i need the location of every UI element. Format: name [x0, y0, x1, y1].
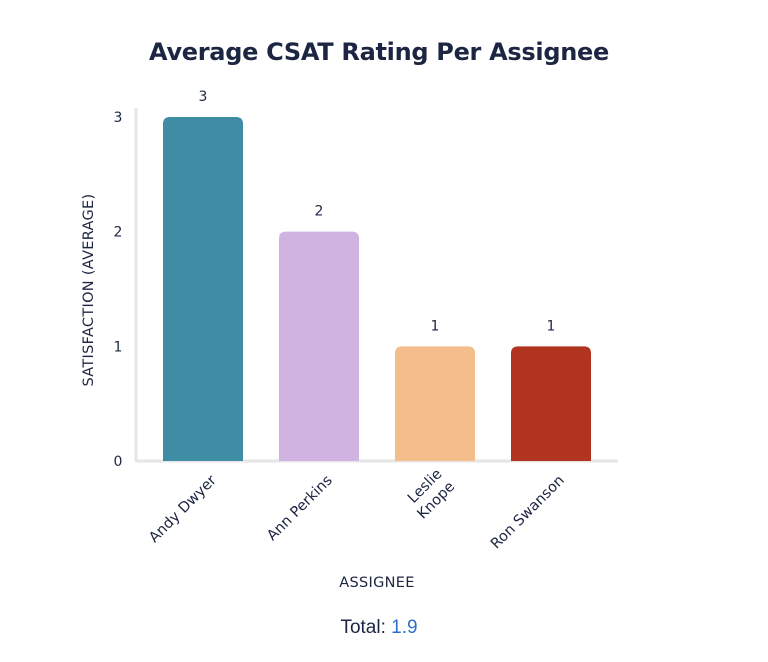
- total-label: Total:: [340, 617, 386, 638]
- chart-title: Average CSAT Rating Per Assignee: [149, 38, 609, 66]
- y-tick-label: 2: [114, 225, 123, 241]
- total-summary: Total: 1.9: [0, 617, 758, 639]
- data-label: 3: [199, 89, 208, 105]
- svg-text:Ron Swanson: Ron Swanson: [488, 473, 568, 553]
- x-tick-label: Ron Swanson: [488, 473, 568, 553]
- data-label: 1: [547, 318, 556, 334]
- y-tick-label: 0: [114, 454, 123, 470]
- x-tick-label-line: Andy Dwyer: [146, 472, 220, 546]
- bar-ron-swanson: [511, 346, 591, 461]
- total-value: 1.9: [391, 617, 418, 638]
- svg-text:LeslieKnope: LeslieKnope: [402, 466, 458, 522]
- x-tick-label-line: Ann Perkins: [264, 473, 336, 545]
- data-label: 2: [315, 204, 324, 220]
- svg-text:Andy Dwyer: Andy Dwyer: [146, 472, 220, 546]
- x-tick-label: Andy Dwyer: [146, 472, 220, 546]
- x-tick-label-line: Ron Swanson: [488, 473, 568, 553]
- svg-text:Ann Perkins: Ann Perkins: [264, 473, 336, 545]
- data-label: 1: [431, 318, 440, 334]
- y-tick-label: 3: [114, 110, 123, 126]
- bar-chart: 0 1 2 3 3 2 1 1 Andy Dwyer Ann Perkins LeslieKno…: [81, 89, 618, 591]
- x-axis-title: ASSIGNEE: [339, 575, 414, 591]
- y-axis-title: SATISFACTION (AVERAGE): [81, 194, 97, 387]
- x-tick-label: LeslieKnope: [402, 466, 458, 522]
- y-tick-label: 1: [114, 339, 123, 355]
- bar-leslie-knope: [395, 346, 475, 461]
- bar-ann-perkins: [279, 231, 359, 461]
- bar-andy-dwyer: [163, 117, 243, 461]
- x-tick-label: Ann Perkins: [264, 473, 336, 545]
